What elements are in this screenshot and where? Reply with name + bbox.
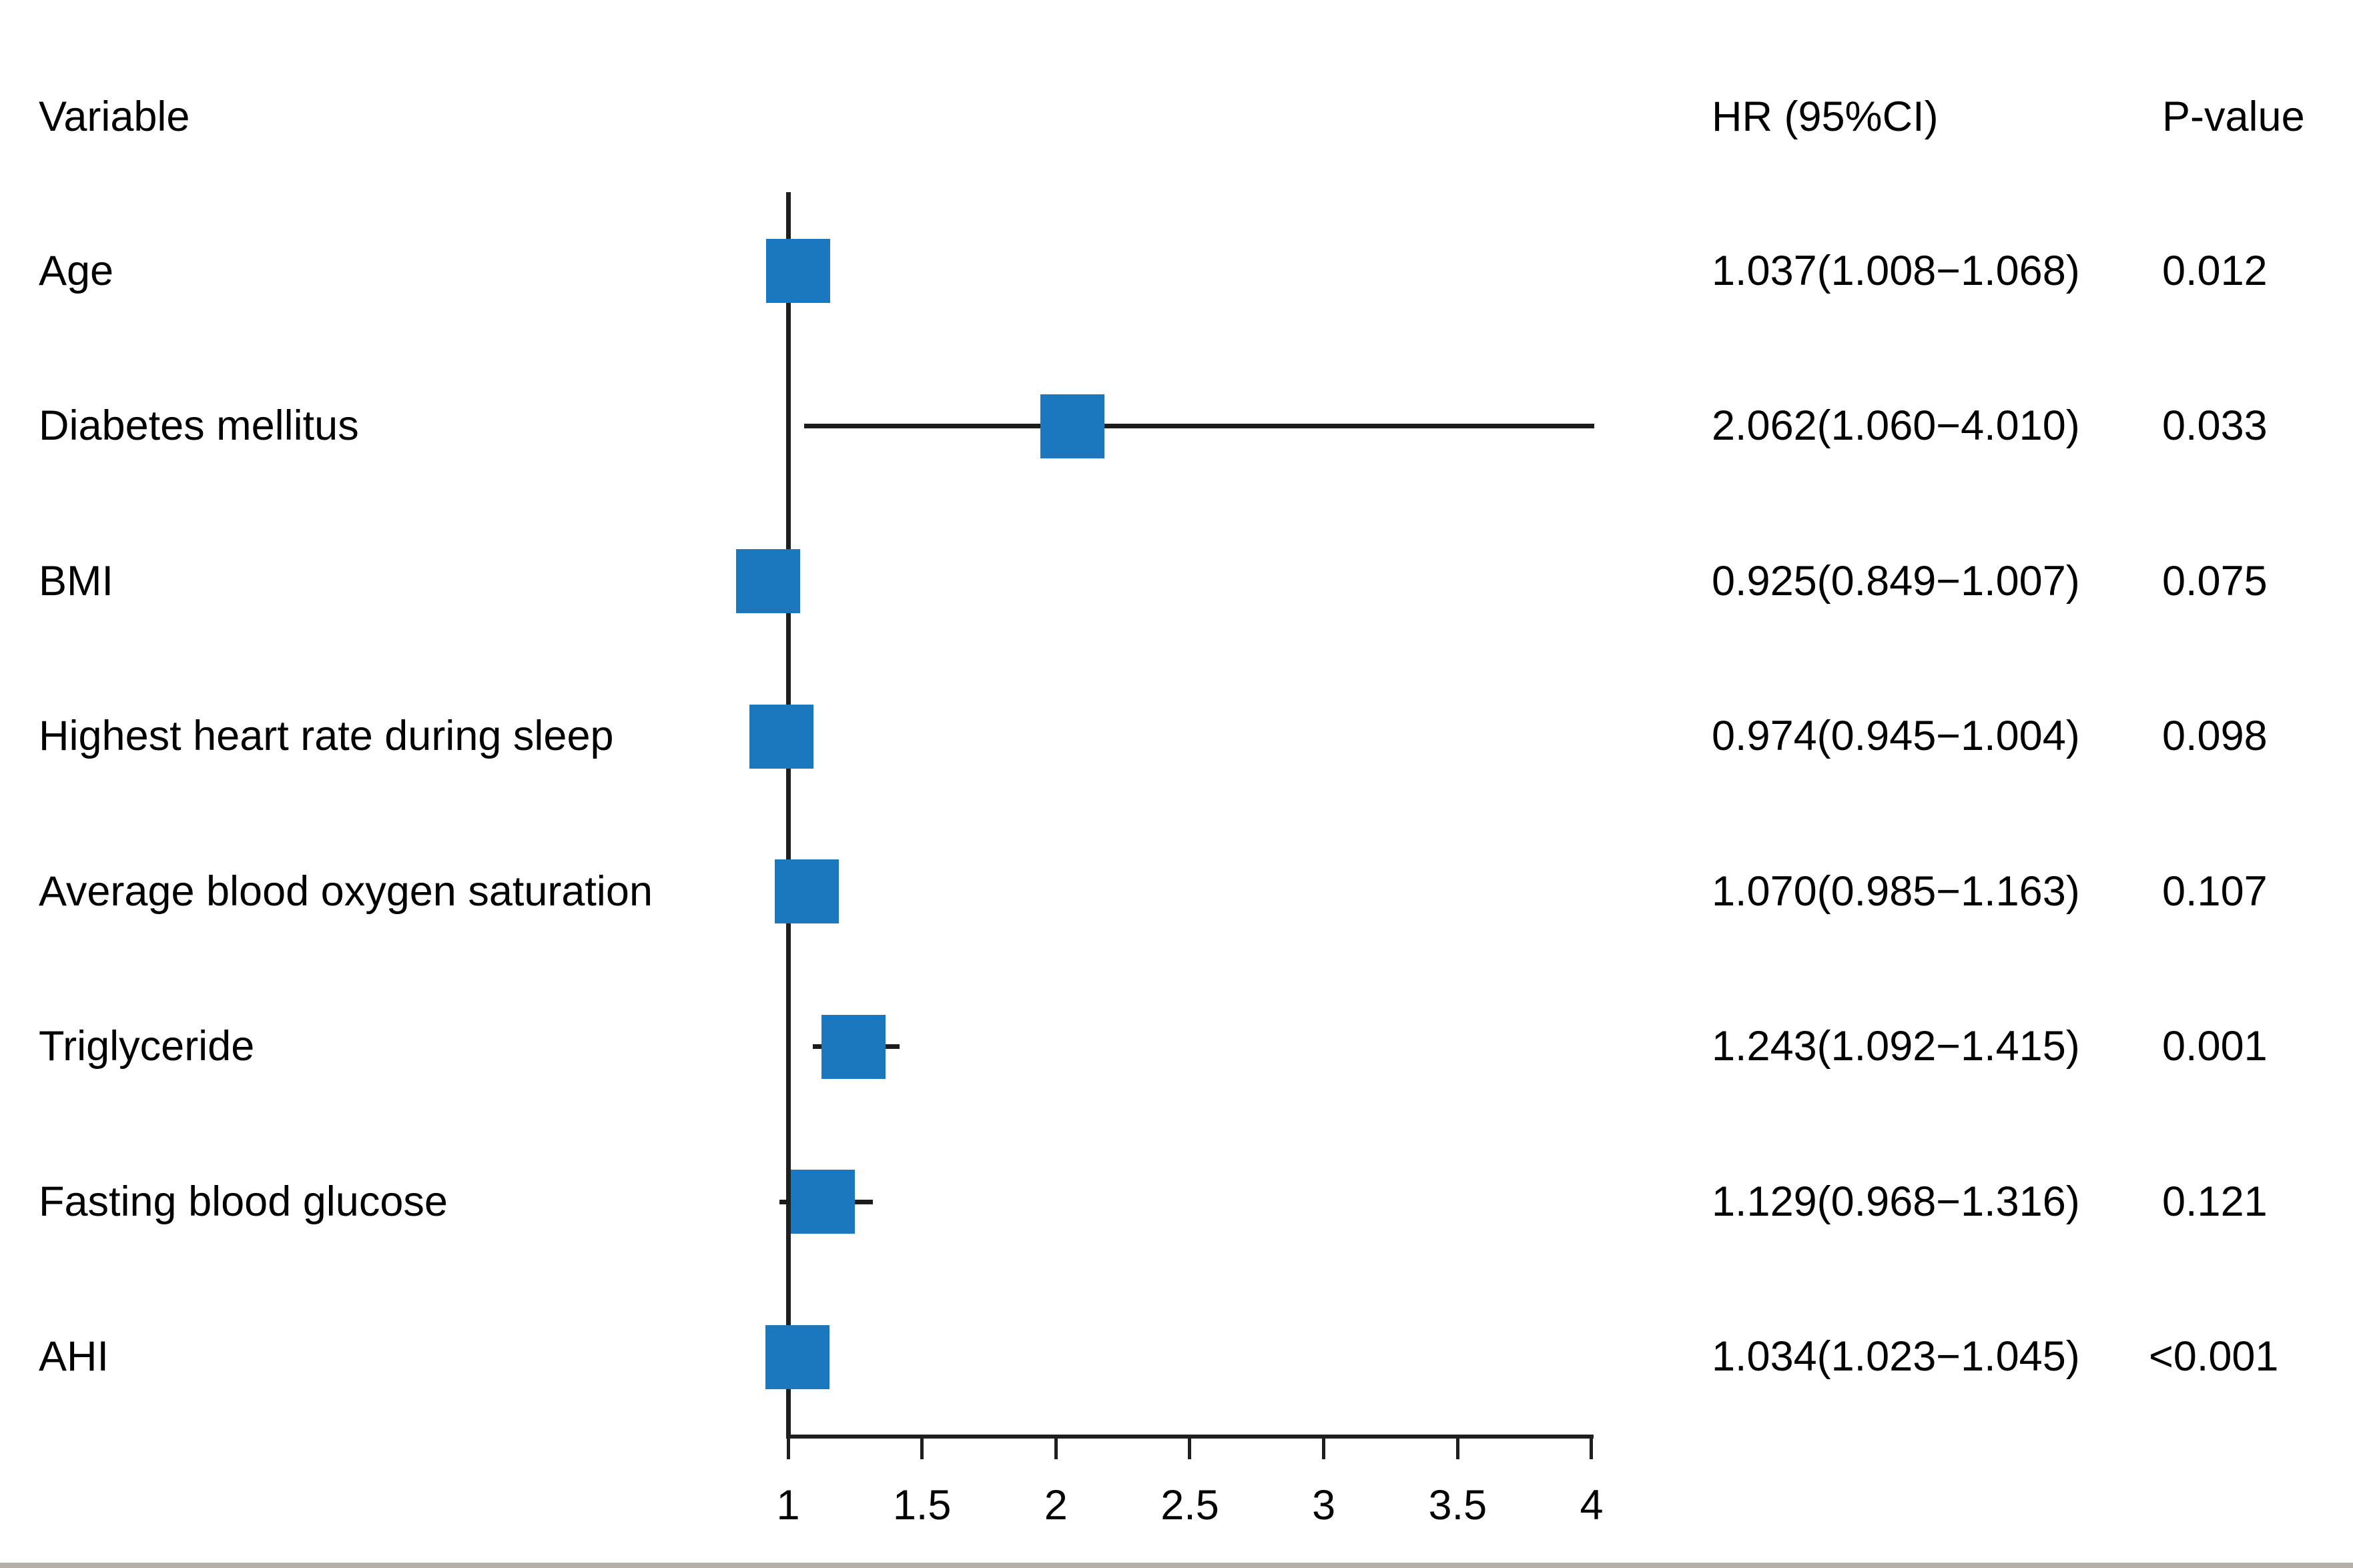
row-hr-ci-value: 0.974(0.945−1.004) bbox=[1712, 713, 2080, 760]
row-variable-label: AHI bbox=[39, 1333, 109, 1381]
hr-square-marker bbox=[790, 1170, 855, 1234]
row-p-value: 0.107 bbox=[2162, 867, 2268, 915]
x-axis-tick bbox=[1188, 1435, 1192, 1459]
row-hr-ci-value: 1.070(0.985−1.163) bbox=[1712, 867, 2080, 915]
row-hr-ci-value: 0.925(0.849−1.007) bbox=[1712, 557, 2080, 605]
x-axis-tick bbox=[1054, 1435, 1058, 1459]
x-axis-tick-label: 3.5 bbox=[1428, 1481, 1487, 1529]
column-header-variable: Variable bbox=[39, 93, 190, 140]
x-axis-tick-label: 1 bbox=[776, 1481, 800, 1529]
hr-square-marker bbox=[765, 239, 830, 303]
row-p-value: 0.033 bbox=[2162, 402, 2268, 450]
hr-square-marker bbox=[775, 859, 839, 924]
x-axis-tick bbox=[920, 1435, 924, 1459]
row-p-value: 0.012 bbox=[2162, 247, 2268, 294]
x-axis-tick bbox=[1590, 1435, 1594, 1459]
hr-square-marker bbox=[749, 704, 813, 769]
hr-square-marker bbox=[735, 549, 800, 614]
row-variable-label: Average blood oxygen saturation bbox=[39, 867, 653, 915]
x-axis-tick bbox=[1455, 1435, 1459, 1459]
row-variable-label: Triglyceride bbox=[39, 1023, 255, 1070]
row-variable-label: Age bbox=[39, 247, 114, 294]
figure-bottom-edge bbox=[0, 1563, 2353, 1568]
row-hr-ci-value: 1.037(1.008−1.068) bbox=[1712, 247, 2080, 294]
row-hr-ci-value: 1.243(1.092−1.415) bbox=[1712, 1023, 2080, 1070]
x-axis-tick bbox=[786, 1435, 790, 1459]
row-hr-ci-value: 1.129(0.968−1.316) bbox=[1712, 1178, 2080, 1225]
row-variable-label: Diabetes mellitus bbox=[39, 402, 359, 450]
column-header-hr-ci: HR (95%CI) bbox=[1712, 93, 1939, 140]
x-axis-tick bbox=[1322, 1435, 1326, 1459]
hr-square-marker bbox=[1040, 394, 1105, 458]
ci-whisker bbox=[804, 424, 1594, 429]
x-axis-tick-label: 3 bbox=[1312, 1481, 1336, 1529]
row-hr-ci-value: 2.062(1.060−4.010) bbox=[1712, 402, 2080, 450]
x-axis-tick-label: 4 bbox=[1580, 1481, 1604, 1529]
x-axis-tick-label: 1.5 bbox=[892, 1481, 952, 1529]
row-hr-ci-value: 1.034(1.023−1.045) bbox=[1712, 1333, 2080, 1381]
row-variable-label: Highest heart rate during sleep bbox=[39, 713, 614, 760]
x-axis-tick-label: 2 bbox=[1044, 1481, 1068, 1529]
x-axis-tick-label: 2.5 bbox=[1160, 1481, 1219, 1529]
row-p-value: <0.001 bbox=[2149, 1333, 2279, 1381]
hr-square-marker bbox=[821, 1014, 886, 1079]
row-p-value: 0.075 bbox=[2162, 557, 2268, 605]
row-p-value: 0.098 bbox=[2162, 713, 2268, 760]
column-header-p-value: P-value bbox=[2162, 93, 2305, 140]
reference-line-hr-1 bbox=[785, 192, 791, 1439]
row-variable-label: Fasting blood glucose bbox=[39, 1178, 448, 1225]
row-variable-label: BMI bbox=[39, 557, 114, 605]
hr-square-marker bbox=[765, 1324, 829, 1389]
row-p-value: 0.001 bbox=[2162, 1023, 2268, 1070]
row-p-value: 0.121 bbox=[2162, 1178, 2268, 1225]
